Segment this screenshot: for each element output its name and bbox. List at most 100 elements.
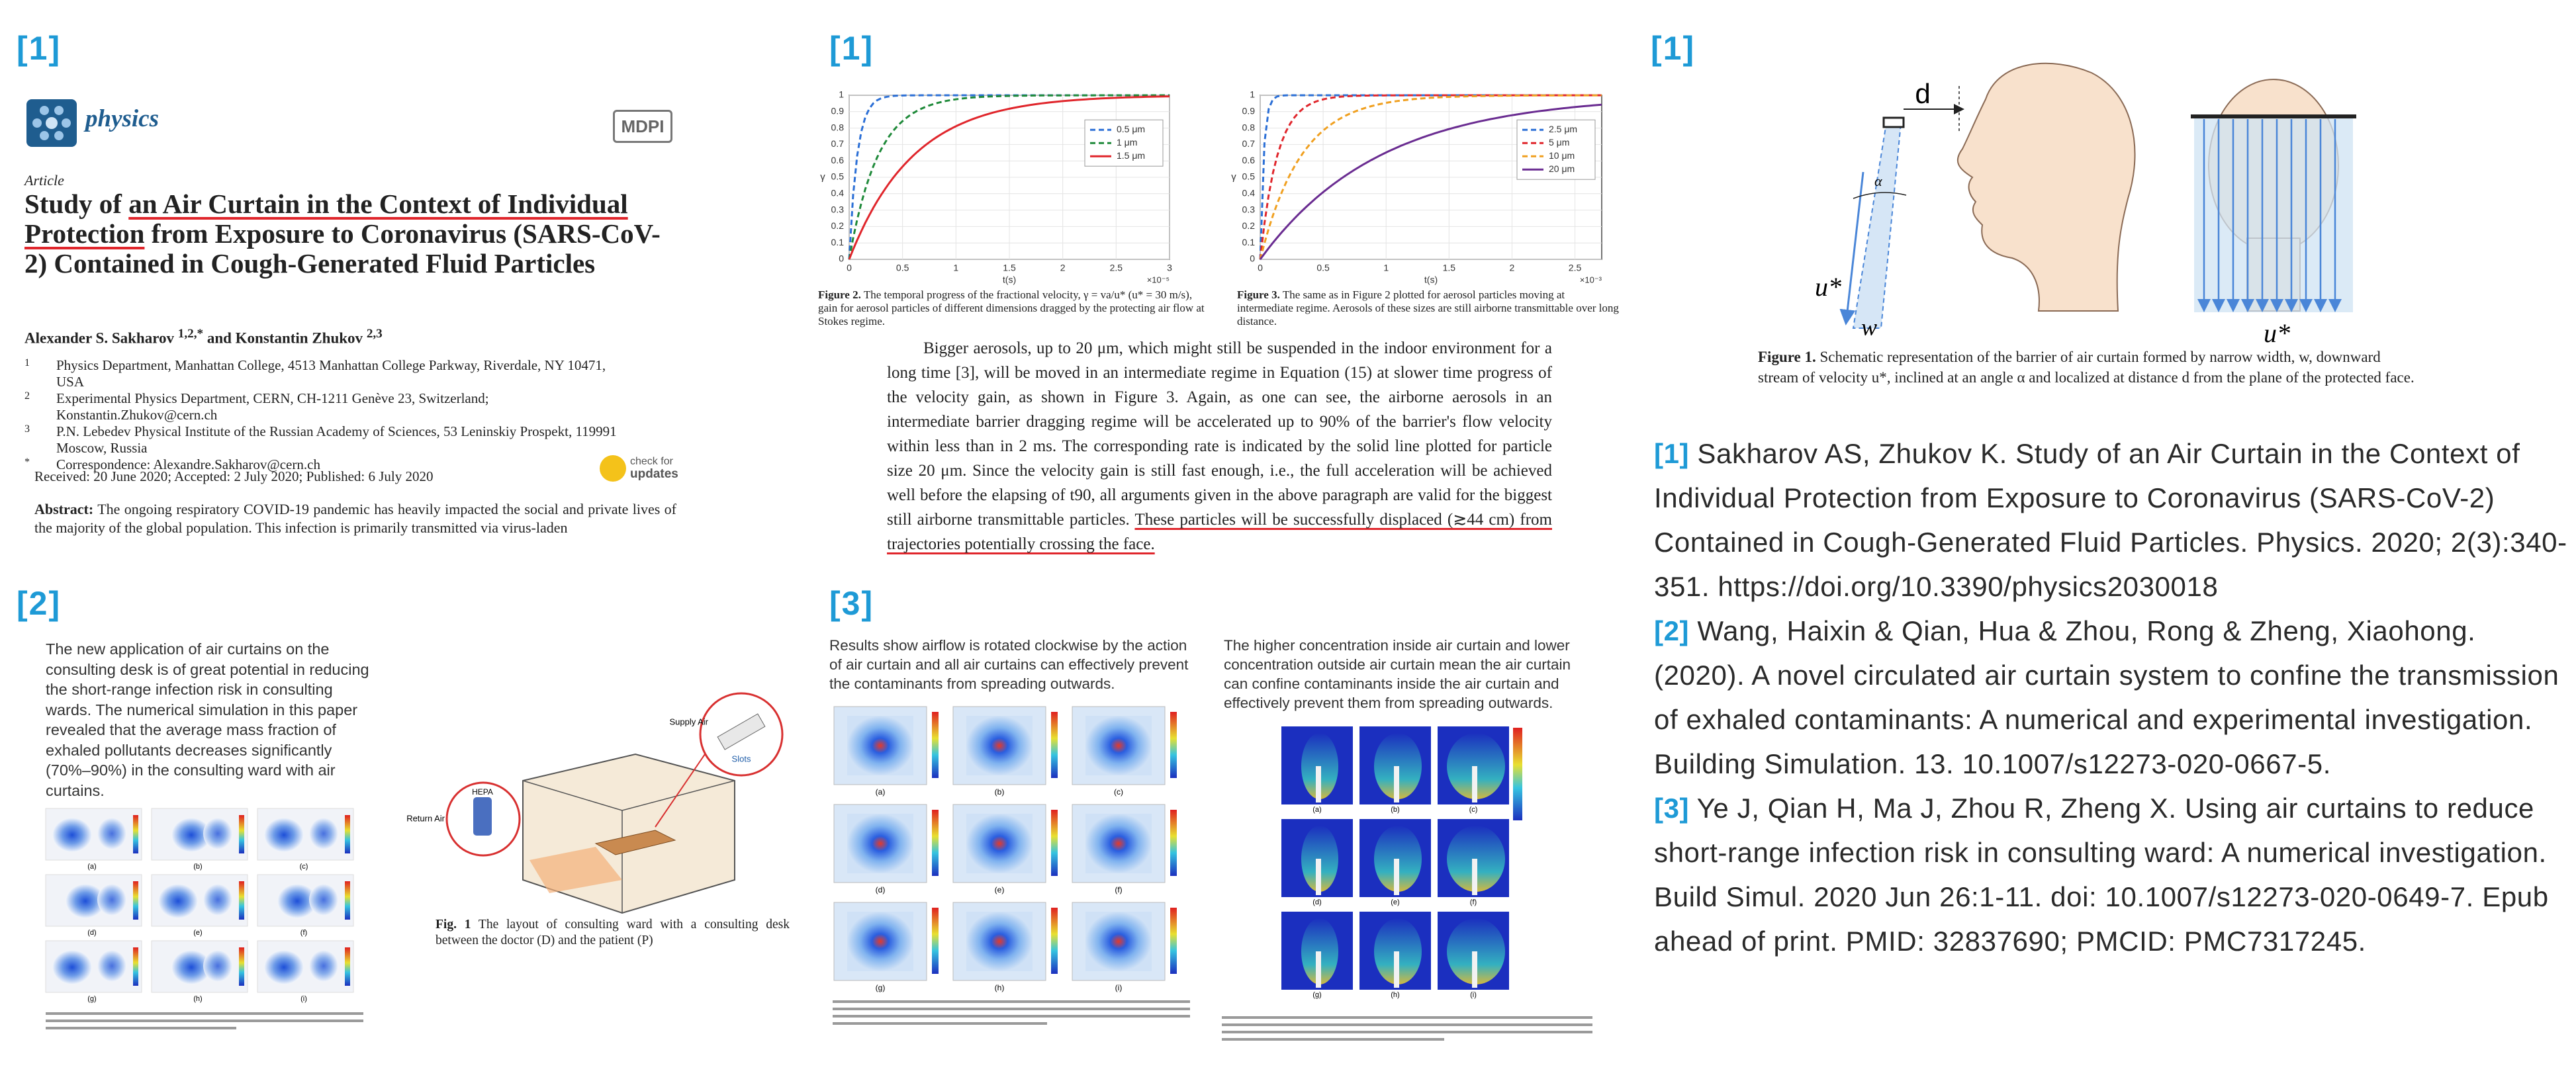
fine-print: [833, 1022, 1047, 1025]
y-tick-label: 0.8: [1242, 122, 1256, 132]
symbol: u*: [1815, 272, 1841, 302]
logo-dot: [40, 131, 49, 141]
curve: [1259, 94, 1602, 260]
subfig-label: (c): [1114, 787, 1123, 797]
y-tick-label: 0.6: [1242, 155, 1256, 165]
article-type: Article: [24, 172, 64, 189]
contour: [203, 884, 232, 916]
subfig-label: (e): [193, 929, 202, 937]
y-tick-label: 0.1: [831, 237, 845, 247]
caption-text: Schematic representation of the barrier …: [1758, 349, 2415, 386]
ward-layout: Supply Air Slots HEPA Return Air: [406, 692, 784, 914]
y-tick-label: 0.8: [831, 122, 845, 132]
axis-exponent: ×10⁻³: [1580, 275, 1602, 284]
y-tick-label: 0.6: [831, 155, 845, 165]
caption-label: Figure 2.: [818, 288, 861, 301]
person: [1394, 951, 1399, 988]
subfig-label: (g): [87, 995, 96, 1003]
reference: [1] Sakharov AS, Zhukov K. Study of an A…: [1654, 431, 2567, 609]
colorbar: [1170, 908, 1177, 974]
reference-text: Sakharov AS, Zhukov K. Study of an Air C…: [1654, 438, 2567, 602]
desk: [594, 830, 676, 855]
y-tick-label: 1: [1250, 89, 1255, 100]
contour: [203, 950, 232, 982]
curve: [848, 94, 1170, 260]
contour: [847, 716, 913, 775]
contour: [52, 950, 92, 984]
y-tick-label: 1: [839, 89, 844, 100]
check-text: updates: [630, 467, 678, 481]
contour: [966, 912, 1033, 971]
reference-text: Wang, Haixin & Qian, Hua & Zhou, Rong & …: [1654, 615, 2559, 779]
y-tick-label: 0.4: [1242, 188, 1256, 198]
affiliation: * Correspondence: Alexandre.Sakharov@cern…: [24, 456, 660, 473]
colorbar: [1051, 908, 1058, 974]
x-tick-label: 1.5: [1443, 263, 1456, 273]
ward-label: Supply Air: [669, 716, 708, 726]
subfig-label: (h): [193, 995, 202, 1003]
contour: [158, 884, 198, 918]
check-text: check for: [630, 456, 673, 467]
y-axis-label: γ: [820, 171, 825, 183]
subfig-label: (d): [1312, 898, 1321, 906]
hepa-unit: [473, 797, 492, 836]
affiliation: 3 P.N. Lebedev Physical Institute of the …: [24, 423, 660, 456]
affiliation-text: Correspondence: Alexandre.Sakharov@cern.…: [56, 456, 320, 472]
logo-dot: [54, 131, 64, 141]
colorbar: [239, 815, 244, 853]
reference-label: [1]: [1654, 438, 1690, 469]
contour: [264, 818, 304, 852]
affiliations: 1 Physics Department, Manhattan College, …: [24, 357, 660, 473]
fine-print: [1222, 1023, 1592, 1026]
colorbar: [345, 815, 350, 853]
figure-caption: Figure 2. The temporal progress of the f…: [818, 288, 1209, 328]
fine-print: [1222, 1031, 1592, 1033]
subfig-label: (d): [876, 885, 886, 894]
curve: [848, 95, 1170, 260]
subfig-label: (f): [1470, 898, 1477, 906]
caption-label: Figure 3.: [1237, 288, 1280, 301]
abstract-label: Abstract:: [34, 501, 94, 517]
ward-label: Slots: [732, 754, 751, 763]
affiliation-mark: *: [24, 456, 30, 468]
x-tick-label: 0: [1258, 263, 1263, 273]
legend-label: 10 μm: [1549, 150, 1575, 161]
subfig-label: (c): [300, 863, 308, 871]
x-tick-label: 0.5: [1316, 263, 1330, 273]
text-segment: Alexander S. Sakharov: [24, 329, 178, 347]
journal-name: physics: [85, 105, 159, 132]
panel-label: [1]: [1651, 30, 1696, 67]
colorbar: [345, 881, 350, 920]
y-tick-label: 0.7: [1242, 138, 1256, 149]
y-tick-label: 0.3: [831, 204, 845, 214]
reference-label: [2]: [1654, 615, 1690, 646]
y-tick-label: 0.7: [831, 138, 845, 149]
angle-arc: [1853, 192, 1907, 199]
caption-text: The layout of consulting ward with a con…: [436, 918, 790, 947]
fine-print: [46, 1012, 363, 1015]
colorbar: [133, 881, 138, 920]
colorbar: [932, 712, 939, 778]
result-grid: (a) (b) (c) (d) (e) (f) (g) (h) (i): [45, 808, 354, 1003]
colorbar: [1513, 728, 1522, 820]
y-tick-label: 0.3: [1242, 204, 1256, 214]
curtain-side: [1852, 122, 1902, 329]
figure-caption: Figure 3. The same as in Figure 2 plotte…: [1237, 288, 1621, 328]
paper-title: Study of an Air Curtain in the Context o…: [24, 189, 673, 279]
floor-zone: [529, 847, 622, 893]
logo-dot: [40, 105, 49, 115]
contour: [203, 818, 232, 849]
symbol: d: [1915, 78, 1930, 109]
legend-label: 20 μm: [1549, 163, 1575, 174]
colorbar: [932, 908, 939, 974]
affiliation-mark: 2: [24, 390, 30, 402]
underlined-text: These particles will be successfully dis…: [887, 511, 1552, 553]
schematic: d α u* w u*: [1815, 62, 2356, 348]
axis-exponent: ×10⁻⁵: [1147, 275, 1170, 284]
subfig-label: (d): [87, 929, 96, 937]
x-tick-label: 3: [1167, 263, 1172, 273]
fine-print: [1222, 1038, 1444, 1041]
y-tick-label: 0.2: [831, 220, 845, 231]
colorbar: [1170, 712, 1177, 778]
